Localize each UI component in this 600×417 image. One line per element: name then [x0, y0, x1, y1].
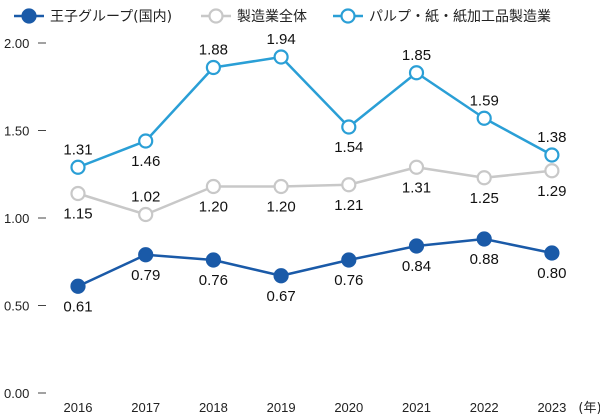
series-line-1 — [77, 166, 553, 216]
x-tick-label: 2020 — [334, 400, 363, 415]
legend: 王子グループ(国内) 製造業全体 パルプ・紙・紙加工品製造業 — [14, 8, 551, 25]
series-2 — [70, 49, 560, 175]
legend-item-0: 王子グループ(国内) — [14, 8, 172, 25]
x-tick-label: 2016 — [64, 400, 93, 415]
x-tick-label: 2019 — [267, 400, 296, 415]
x-tick-label: 2023 — [537, 400, 566, 415]
data-label: 1.38 — [537, 129, 566, 146]
data-label: 1.31 — [63, 141, 92, 158]
label-layer: 0.61 0.79 0.76 0.67 0.76 0.84 0.88 0.80 1.15 1.02… — [63, 31, 566, 315]
data-label: 0.79 — [131, 267, 160, 284]
data-label: 0.76 — [199, 272, 228, 289]
y-tick-label: 1.00 — [4, 211, 29, 226]
data-point — [138, 247, 154, 263]
data-point — [70, 278, 86, 294]
x-tick-label: 2022 — [470, 400, 499, 415]
data-point — [341, 119, 357, 135]
series-layer — [70, 49, 560, 294]
data-point — [138, 206, 154, 223]
data-label: 1.25 — [470, 190, 499, 207]
data-point — [408, 159, 425, 175]
x-axis: 2016 2017 2018 2019 2020 2021 2022 2023 (年) — [64, 400, 600, 416]
data-label: 1.59 — [470, 92, 499, 109]
data-point — [544, 245, 560, 261]
data-point — [70, 159, 86, 175]
data-point — [544, 147, 560, 163]
data-point — [341, 177, 357, 193]
x-axis-unit: (年) — [578, 401, 600, 416]
data-label: 1.46 — [131, 153, 160, 170]
data-point — [273, 49, 289, 65]
data-label: 1.85 — [402, 47, 431, 64]
data-label: 1.54 — [334, 139, 363, 156]
data-label: 0.84 — [402, 258, 431, 275]
legend-label-1: 製造業全体 — [237, 8, 307, 25]
legend-marker-0 — [21, 8, 37, 24]
data-point — [70, 185, 86, 202]
data-point — [205, 178, 221, 195]
data-label: 1.29 — [537, 183, 566, 200]
data-point — [273, 178, 289, 195]
x-tick-label: 2018 — [199, 400, 228, 415]
data-label: 0.61 — [63, 298, 92, 315]
data-point — [476, 231, 492, 247]
series-1 — [70, 159, 560, 223]
data-label: 1.15 — [63, 206, 92, 223]
data-label: 1.88 — [199, 42, 228, 59]
data-label: 0.80 — [537, 265, 566, 282]
data-point — [138, 133, 154, 149]
data-label: 1.02 — [131, 189, 160, 206]
y-tick-label: 0.00 — [4, 386, 29, 401]
legend-item-1: 製造業全体 — [201, 8, 307, 25]
legend-item-2: パルプ・紙・紙加工品製造業 — [333, 8, 551, 25]
legend-label-0: 王子グループ(国内) — [50, 9, 172, 25]
data-label: 0.76 — [334, 272, 363, 289]
x-tick-label: 2021 — [402, 400, 431, 415]
data-label: 1.21 — [334, 197, 363, 214]
data-point — [205, 252, 221, 268]
data-label: 0.67 — [266, 288, 295, 305]
data-point — [476, 110, 492, 126]
x-tick-label: 2017 — [131, 400, 160, 415]
y-tick-label: 0.50 — [4, 299, 29, 314]
data-label: 1.31 — [402, 179, 431, 196]
data-point — [205, 59, 221, 76]
y-tick-label: 1.50 — [4, 124, 29, 139]
data-point — [273, 268, 289, 284]
series-line-2 — [77, 55, 553, 169]
y-tick-label: 2.00 — [4, 36, 29, 51]
series-line-0 — [77, 237, 553, 288]
data-point — [408, 65, 425, 81]
data-label: 1.20 — [199, 199, 228, 216]
legend-marker-2 — [340, 8, 356, 24]
data-point — [341, 252, 357, 268]
series-0 — [70, 231, 560, 294]
legend-label-2: パルプ・紙・紙加工品製造業 — [369, 9, 551, 25]
data-point — [476, 170, 492, 186]
data-label: 0.88 — [470, 251, 499, 268]
y-axis: 0.00 0.50 1.00 1.50 2.00 — [4, 36, 46, 401]
data-label: 1.94 — [266, 31, 295, 48]
data-point — [408, 238, 425, 254]
legend-marker-1 — [208, 8, 224, 24]
data-point — [544, 163, 560, 179]
data-label: 1.20 — [266, 199, 295, 216]
